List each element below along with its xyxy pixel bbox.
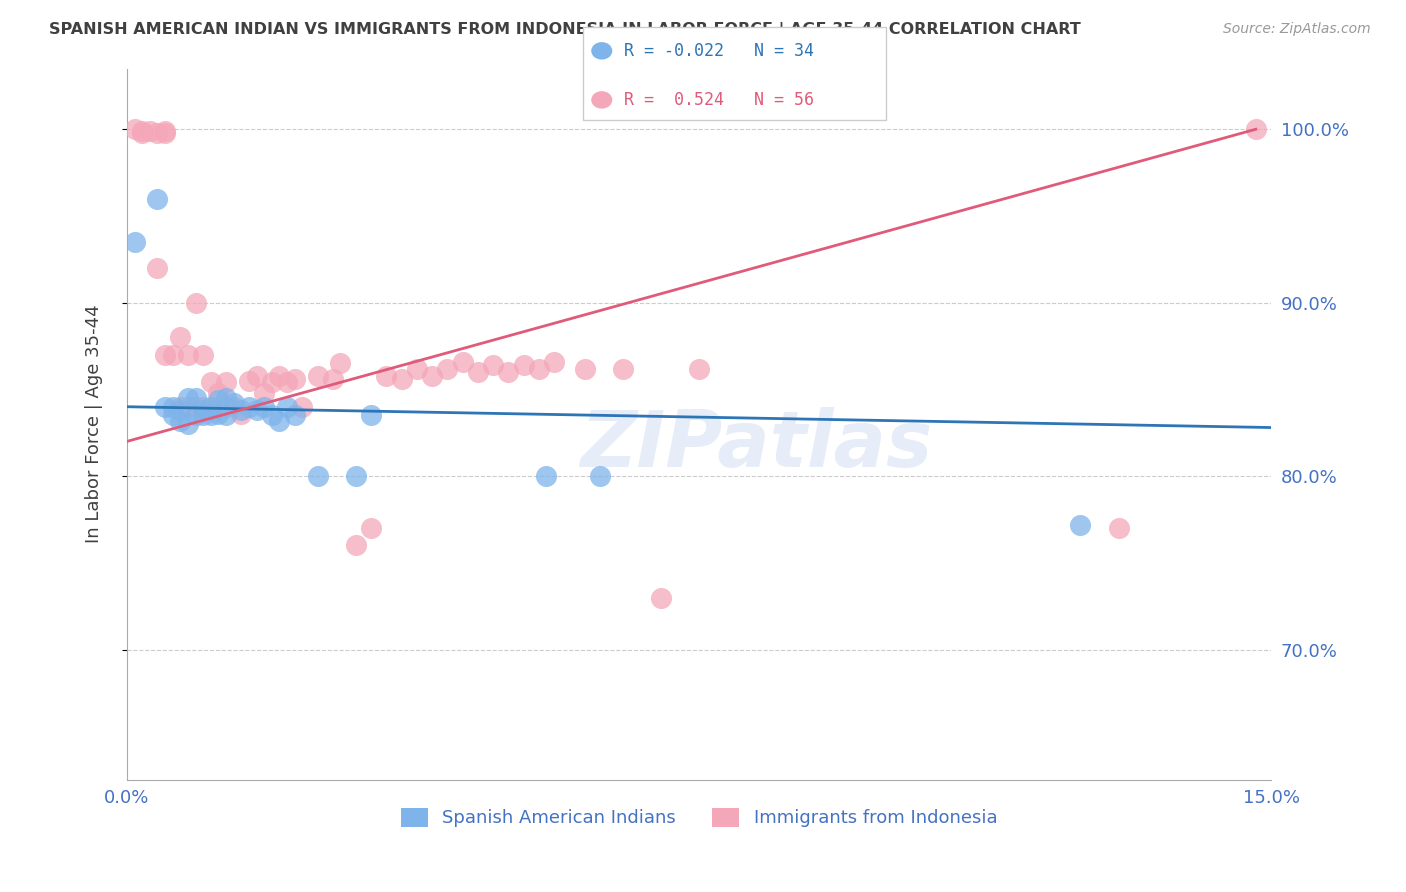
Point <box>153 126 176 140</box>
Point <box>512 358 534 372</box>
Point <box>360 521 382 535</box>
Point <box>375 368 398 383</box>
Point <box>131 124 153 138</box>
Point <box>162 348 184 362</box>
Point <box>284 409 307 423</box>
Point <box>215 376 238 390</box>
Point <box>405 361 427 376</box>
Point <box>276 400 298 414</box>
Point <box>329 356 352 370</box>
Point <box>153 348 176 362</box>
Point <box>344 539 367 553</box>
Point <box>391 372 413 386</box>
Point <box>253 400 276 414</box>
Point <box>238 374 260 388</box>
Point <box>200 376 222 390</box>
Point <box>184 409 207 423</box>
Y-axis label: In Labor Force | Age 35-44: In Labor Force | Age 35-44 <box>86 305 103 543</box>
Legend: Spanish American Indians, Immigrants from Indonesia: Spanish American Indians, Immigrants fro… <box>394 801 1004 835</box>
Point <box>184 400 207 414</box>
Point <box>284 372 307 386</box>
Point <box>436 361 458 376</box>
Point <box>650 591 672 605</box>
Point <box>162 409 184 423</box>
Point <box>269 368 291 383</box>
Point <box>162 400 184 414</box>
Point <box>543 354 565 368</box>
Point <box>260 409 283 423</box>
Point <box>124 235 146 249</box>
Point <box>269 414 291 428</box>
Text: Source: ZipAtlas.com: Source: ZipAtlas.com <box>1223 22 1371 37</box>
Point <box>177 400 200 414</box>
Point <box>131 126 153 140</box>
Point <box>574 361 596 376</box>
Point <box>222 400 245 414</box>
Point <box>215 391 238 405</box>
Point <box>1108 521 1130 535</box>
Point <box>193 409 215 423</box>
Point <box>1069 517 1091 532</box>
Point <box>200 403 222 417</box>
Point <box>222 396 245 410</box>
Point <box>245 368 267 383</box>
Point <box>360 409 382 423</box>
Point <box>498 365 520 379</box>
Point <box>276 376 298 390</box>
Point <box>322 372 344 386</box>
Point <box>207 392 229 407</box>
Point <box>169 330 191 344</box>
Point <box>177 417 200 431</box>
Point <box>482 358 505 372</box>
Point <box>177 391 200 405</box>
Point <box>193 348 215 362</box>
Point <box>215 400 238 414</box>
Point <box>169 400 191 414</box>
Point <box>153 124 176 138</box>
Point <box>307 469 329 483</box>
Point <box>253 385 276 400</box>
Point <box>184 295 207 310</box>
Point <box>200 409 222 423</box>
Point <box>291 400 314 414</box>
Point <box>231 407 253 421</box>
Point <box>420 368 443 383</box>
Point <box>207 385 229 400</box>
Point <box>238 400 260 414</box>
Point <box>467 365 489 379</box>
Point <box>260 376 283 390</box>
Point <box>139 124 162 138</box>
Point <box>207 407 229 421</box>
Point <box>177 348 200 362</box>
Point <box>451 354 474 368</box>
Point <box>169 414 191 428</box>
Point <box>146 260 169 275</box>
Point <box>153 400 176 414</box>
Point <box>231 403 253 417</box>
Point <box>307 368 329 383</box>
Point <box>146 192 169 206</box>
Text: R =  0.524   N = 56: R = 0.524 N = 56 <box>624 91 814 109</box>
Point <box>344 469 367 483</box>
Point <box>124 122 146 136</box>
Point <box>688 361 710 376</box>
Point <box>536 469 558 483</box>
Point <box>184 391 207 405</box>
Text: SPANISH AMERICAN INDIAN VS IMMIGRANTS FROM INDONESIA IN LABOR FORCE | AGE 35-44 : SPANISH AMERICAN INDIAN VS IMMIGRANTS FR… <box>49 22 1081 38</box>
Point <box>200 400 222 414</box>
Point <box>612 361 634 376</box>
Text: ZIPatlas: ZIPatlas <box>581 408 932 483</box>
Point <box>215 409 238 423</box>
Point <box>527 361 550 376</box>
Point <box>1244 122 1267 136</box>
Point <box>193 400 215 414</box>
Point <box>146 126 169 140</box>
Point <box>589 469 612 483</box>
Point <box>193 403 215 417</box>
Point <box>245 403 267 417</box>
Text: R = -0.022   N = 34: R = -0.022 N = 34 <box>624 42 814 60</box>
Point <box>169 403 191 417</box>
